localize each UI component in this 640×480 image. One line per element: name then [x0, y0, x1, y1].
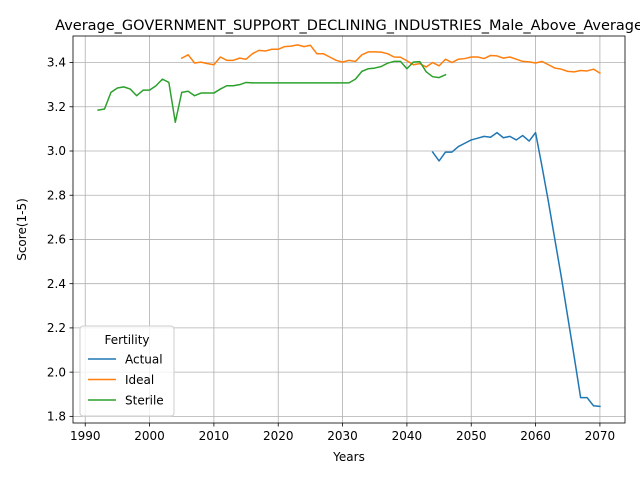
y-tick-label: 2.0 — [47, 365, 66, 379]
legend-label-sterile: Sterile — [125, 394, 164, 408]
x-tick-label: 2060 — [520, 429, 551, 443]
series-line-ideal — [182, 45, 600, 73]
legend-label-actual: Actual — [125, 353, 163, 367]
legend: Fertility Actual Ideal Sterile — [80, 326, 174, 416]
y-tick-label: 2.6 — [47, 233, 66, 247]
legend-title: Fertility — [104, 333, 149, 347]
y-tick-label: 3.2 — [47, 100, 66, 114]
chart-title: Average_GOVERNMENT_SUPPORT_DECLINING_IND… — [55, 18, 640, 34]
series-line-sterile — [98, 61, 445, 122]
x-tick-label: 2040 — [392, 429, 423, 443]
y-tick-label: 2.2 — [47, 321, 66, 335]
x-tick-label: 1990 — [70, 429, 101, 443]
series-line-actual — [433, 133, 600, 407]
x-tick-label: 2030 — [327, 429, 358, 443]
x-axis-label: Years — [332, 450, 365, 464]
legend-label-ideal: Ideal — [125, 373, 154, 387]
y-tick-label: 2.8 — [47, 188, 66, 202]
x-tick-label: 2050 — [456, 429, 487, 443]
x-tick-label: 2020 — [263, 429, 294, 443]
x-tick-label: 2010 — [199, 429, 230, 443]
y-tick-label: 2.4 — [47, 277, 66, 291]
y-tick-label: 3.4 — [47, 56, 66, 70]
y-axis-label: Score(1-5) — [15, 198, 29, 261]
y-tick-label: 3.0 — [47, 144, 66, 158]
x-tick-label: 2070 — [585, 429, 616, 443]
y-tick-label: 1.8 — [47, 410, 66, 424]
x-tick-label: 2000 — [134, 429, 165, 443]
